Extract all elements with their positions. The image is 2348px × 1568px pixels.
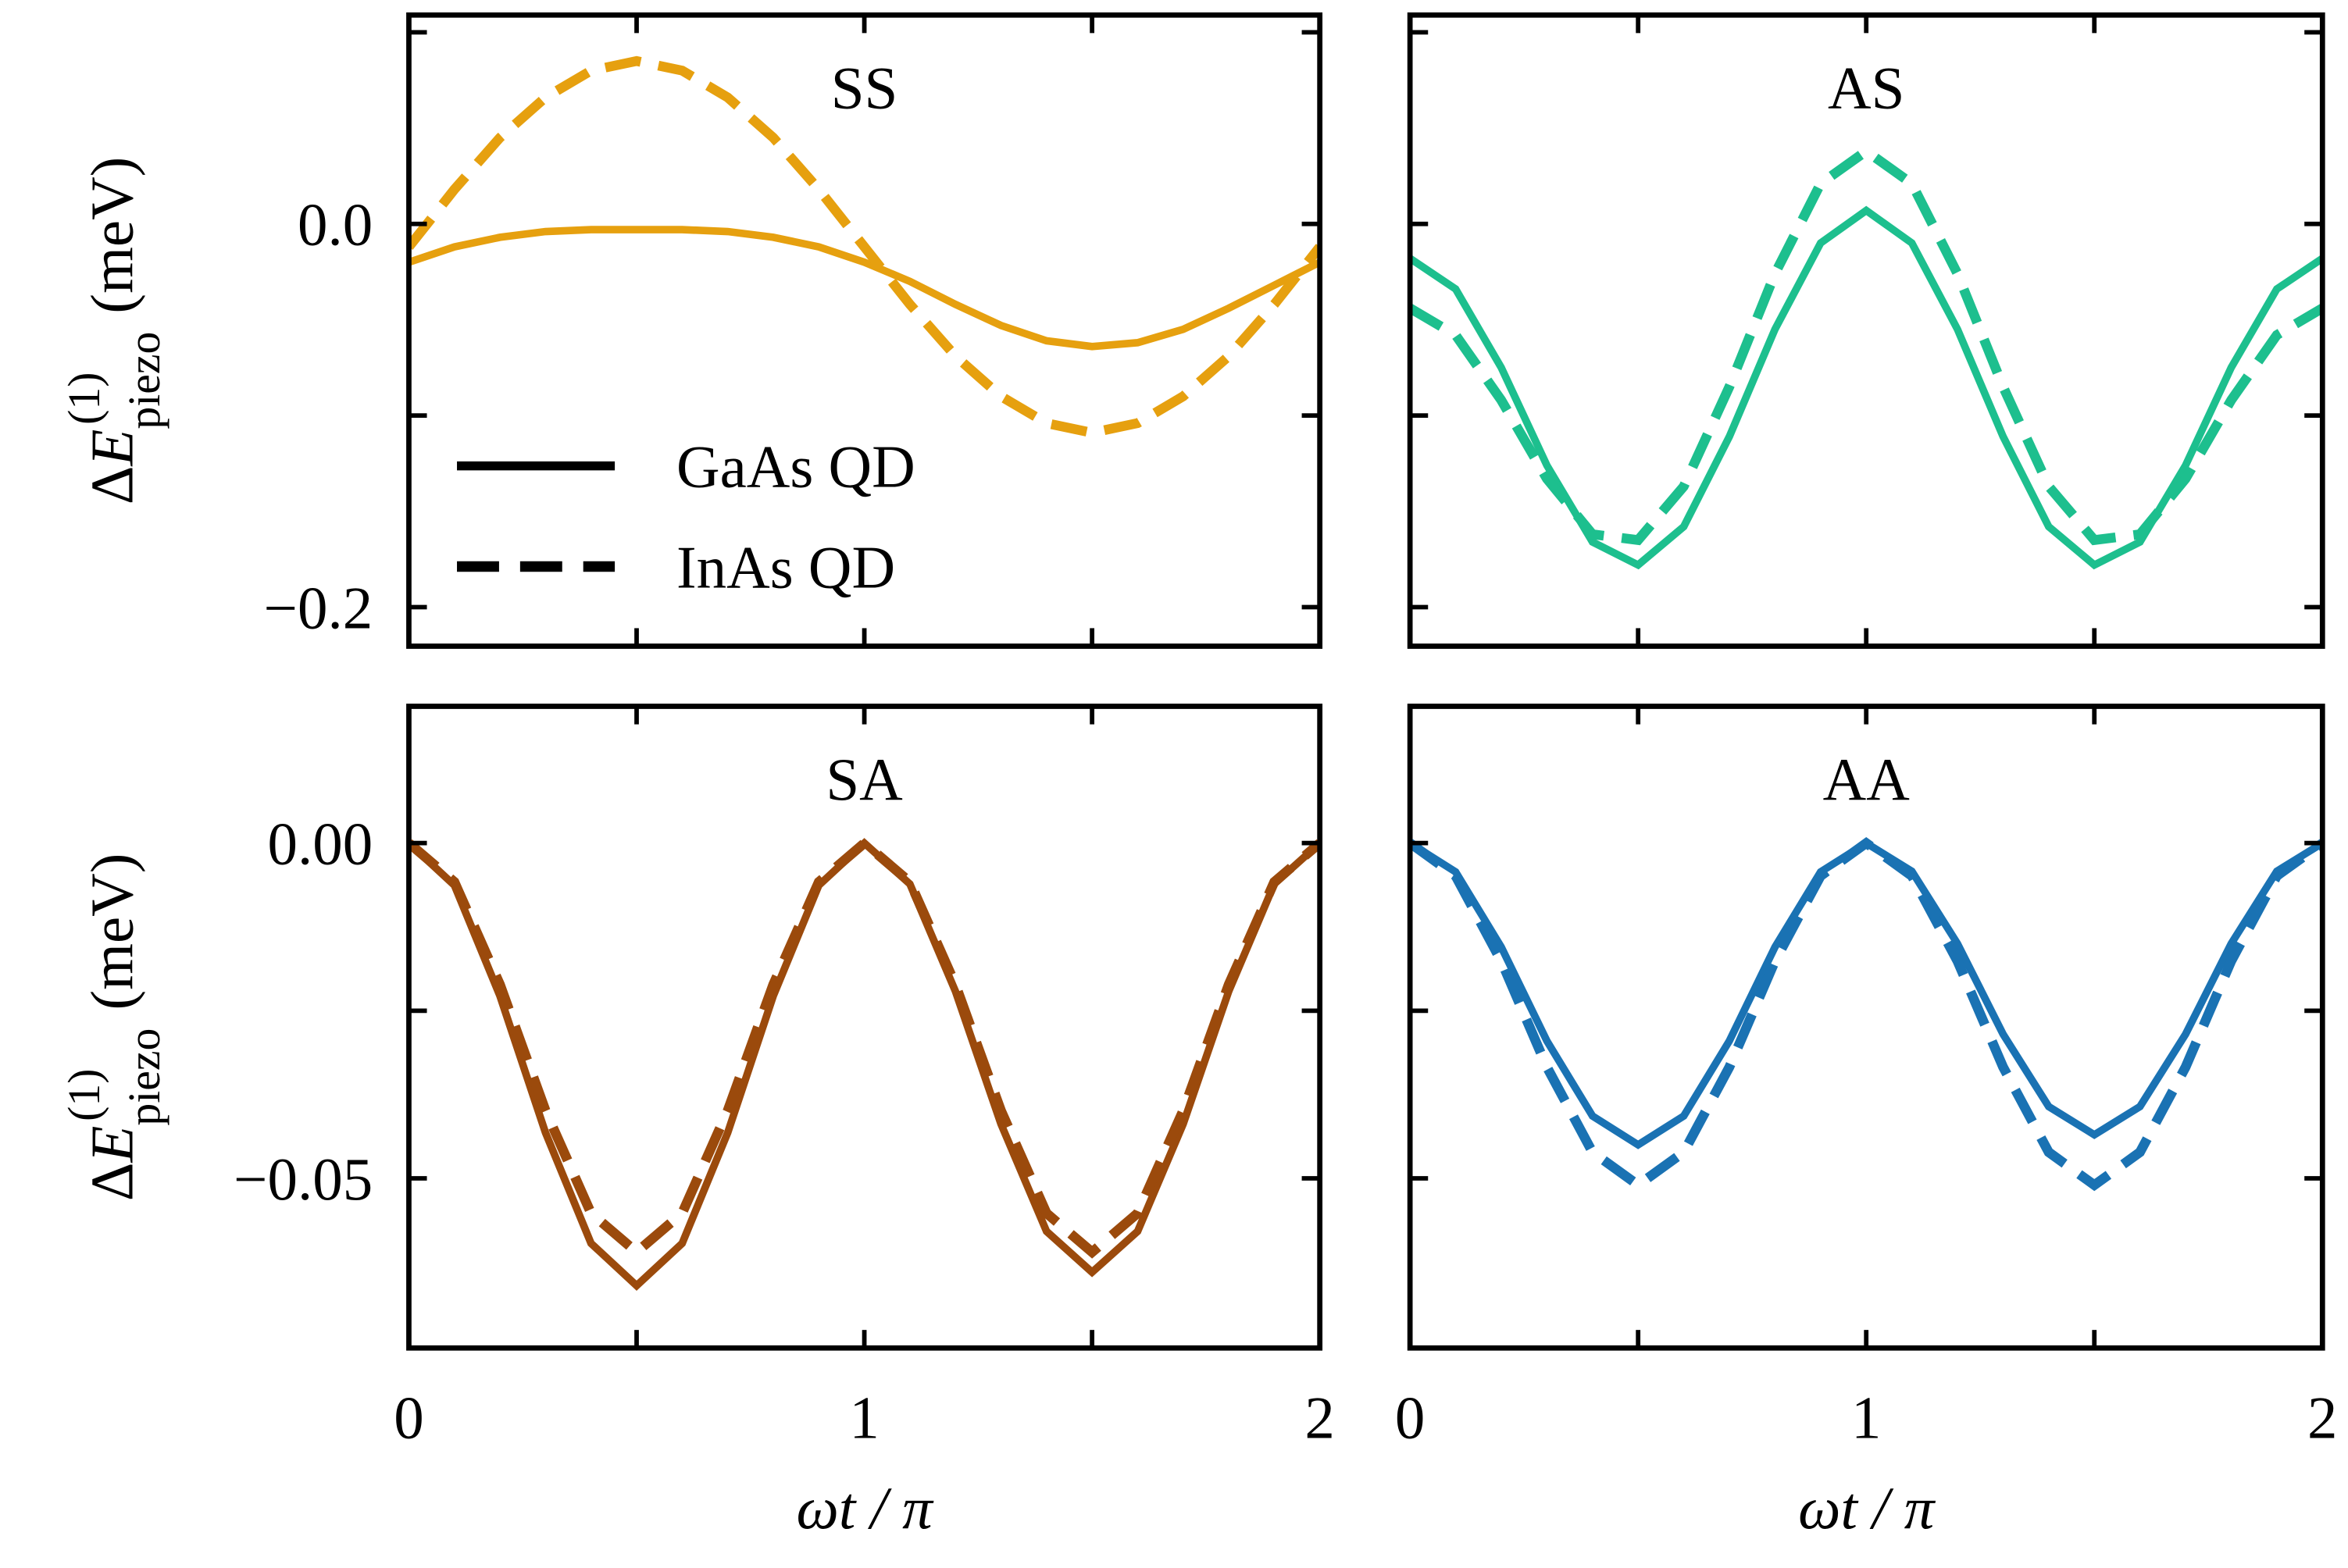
dashed-line bbox=[409, 836, 1320, 1259]
dashed-line bbox=[1410, 836, 2323, 1192]
y-axis-label-part: (meV) bbox=[78, 853, 145, 1010]
panel-title: SA bbox=[826, 746, 903, 813]
panel: AS bbox=[1407, 12, 2325, 649]
y-tick-label: −0.2 bbox=[264, 574, 373, 641]
x-tick-label: 1 bbox=[1851, 1384, 1881, 1452]
y-axis-label: ΔE (1) piezo (meV) bbox=[60, 157, 169, 504]
solid-line bbox=[1410, 205, 2323, 570]
x-axis-label: ωt / π bbox=[1798, 1474, 1936, 1541]
y-axis-label-part: (1) bbox=[60, 372, 109, 425]
solid-line bbox=[409, 838, 1320, 1291]
solid-line bbox=[409, 226, 1320, 351]
x-tick-label: 0 bbox=[1395, 1384, 1425, 1452]
y-axis-label-part: (meV) bbox=[78, 157, 145, 314]
legend-label: InAs QD bbox=[676, 533, 895, 600]
panel: 0.0 −0.2 SS ΔE (1) piezo (meV) GaAs QD InAs QD bbox=[60, 12, 1323, 649]
y-axis-label-part: E bbox=[78, 1126, 145, 1164]
y-tick-label: 0.0 bbox=[298, 191, 373, 258]
legend-label: GaAs QD bbox=[676, 433, 915, 501]
panel: 0.00 −0.05 0 1 2 SA ωt / π ΔE (1) piezo (meV) bbox=[60, 704, 1335, 1541]
y-axis-label-part: piezo bbox=[120, 1028, 169, 1126]
panel-title: AA bbox=[1823, 746, 1911, 813]
x-tick-label: 2 bbox=[2307, 1384, 2337, 1452]
y-tick-label: −0.05 bbox=[234, 1146, 373, 1213]
y-axis-label-part: E bbox=[78, 429, 145, 467]
x-tick-label: 2 bbox=[1304, 1384, 1334, 1452]
y-axis-label-part: Δ bbox=[78, 466, 145, 505]
x-tick-label: 1 bbox=[849, 1384, 879, 1452]
y-axis-label-part: Δ bbox=[78, 1163, 145, 1202]
solid-line bbox=[1410, 838, 2323, 1149]
y-tick-label: 0.00 bbox=[268, 811, 373, 878]
x-tick-label: 0 bbox=[394, 1384, 423, 1452]
dashed-line bbox=[1410, 144, 2323, 546]
dashed-line bbox=[409, 55, 1320, 438]
y-axis-label-part: (1) bbox=[60, 1069, 109, 1121]
panel: 0 1 2 AA ωt / π bbox=[1395, 704, 2338, 1541]
panel-title: SS bbox=[831, 55, 898, 122]
x-axis-label: ωt / π bbox=[796, 1474, 934, 1541]
panel-title: AS bbox=[1828, 55, 1904, 122]
y-axis-label: ΔE (1) piezo (meV) bbox=[60, 853, 169, 1201]
y-axis-label-part: piezo bbox=[120, 332, 169, 429]
